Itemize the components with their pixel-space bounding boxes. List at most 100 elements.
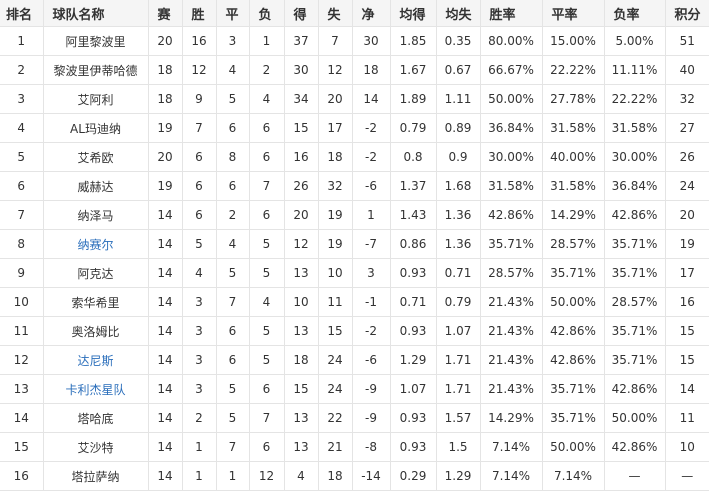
cell-goal-diff: -2	[351, 316, 391, 346]
cell-avg-for: 0.93	[389, 403, 437, 433]
cell-avg-for: 0.79	[389, 113, 437, 143]
header-win-rate: 胜率	[479, 0, 543, 27]
cell-drawn: 7	[215, 287, 250, 317]
cell-goals-against: 10	[317, 258, 353, 288]
table-row: 9 阿克达 14 4 5 5 13 10 3 0.93 0.71 28.57% 35.71% 35.71%…	[0, 258, 709, 288]
cell-team: 塔拉萨纳	[42, 461, 149, 491]
cell-goal-diff: -2	[351, 113, 391, 143]
cell-team: 奥洛姆比	[42, 316, 149, 346]
cell-points: 20	[664, 200, 709, 230]
cell-goals-against: 24	[317, 345, 353, 375]
cell-played: 14	[147, 229, 183, 259]
cell-lost: 6	[248, 142, 285, 172]
cell-goals-for: 20	[283, 200, 319, 230]
cell-drawn: 6	[215, 345, 250, 375]
cell-drawn: 6	[215, 113, 250, 143]
cell-avg-for: 0.29	[389, 461, 437, 491]
cell-win-rate: 66.67%	[479, 55, 543, 85]
cell-avg-against: 1.36	[435, 200, 481, 230]
cell-points: —	[664, 461, 709, 491]
cell-avg-for: 0.93	[389, 432, 437, 462]
cell-team: 阿克达	[42, 258, 149, 288]
cell-avg-for: 0.93	[389, 316, 437, 346]
cell-won: 12	[181, 55, 217, 85]
cell-avg-against: 1.57	[435, 403, 481, 433]
cell-team: AL玛迪纳	[42, 113, 149, 143]
cell-win-rate: 7.14%	[479, 461, 543, 491]
cell-win-rate: 14.29%	[479, 403, 543, 433]
cell-goals-for: 37	[283, 26, 319, 56]
cell-lost: 4	[248, 84, 285, 114]
cell-rank: 7	[0, 200, 44, 230]
cell-win-rate: 42.86%	[479, 200, 543, 230]
cell-goals-for: 12	[283, 229, 319, 259]
cell-team: 卡利杰星队	[42, 374, 149, 404]
cell-rank: 11	[0, 316, 44, 346]
cell-goal-diff: -6	[351, 171, 391, 201]
cell-win-rate: 31.58%	[479, 171, 543, 201]
cell-won: 6	[181, 171, 217, 201]
cell-drawn: 6	[215, 171, 250, 201]
cell-points: 32	[664, 84, 709, 114]
cell-won: 5	[181, 229, 217, 259]
cell-rank: 12	[0, 345, 44, 375]
cell-avg-for: 1.07	[389, 374, 437, 404]
cell-goal-diff: 14	[351, 84, 391, 114]
cell-played: 19	[147, 113, 183, 143]
header-avg-for: 均得	[389, 0, 437, 27]
cell-draw-rate: 35.71%	[541, 374, 605, 404]
cell-played: 14	[147, 258, 183, 288]
cell-lost: 1	[248, 26, 285, 56]
cell-drawn: 5	[215, 374, 250, 404]
cell-loss-rate: 42.86%	[603, 432, 666, 462]
cell-played: 20	[147, 26, 183, 56]
header-points: 积分	[664, 0, 709, 27]
cell-loss-rate: 35.71%	[603, 229, 666, 259]
cell-lost: 7	[248, 403, 285, 433]
cell-drawn: 8	[215, 142, 250, 172]
cell-team: 艾希欧	[42, 142, 149, 172]
cell-loss-rate: 11.11%	[603, 55, 666, 85]
cell-lost: 6	[248, 374, 285, 404]
team-link[interactable]: 达尼斯	[77, 353, 114, 368]
cell-win-rate: 21.43%	[479, 345, 543, 375]
table-row: 13 卡利杰星队 14 3 5 6 15 24 -9 1.07 1.71 21.43% 35.71% 42…	[0, 374, 709, 404]
cell-win-rate: 21.43%	[479, 316, 543, 346]
cell-won: 3	[181, 345, 217, 375]
cell-won: 3	[181, 287, 217, 317]
cell-played: 14	[147, 432, 183, 462]
cell-won: 9	[181, 84, 217, 114]
cell-draw-rate: 50.00%	[541, 287, 605, 317]
cell-lost: 2	[248, 55, 285, 85]
cell-points: 17	[664, 258, 709, 288]
team-link[interactable]: 卡利杰星队	[65, 382, 126, 397]
cell-avg-for: 0.8	[389, 142, 437, 172]
cell-won: 3	[181, 316, 217, 346]
cell-draw-rate: 15.00%	[541, 26, 605, 56]
cell-avg-against: 1.71	[435, 345, 481, 375]
cell-goals-against: 19	[317, 200, 353, 230]
cell-drawn: 2	[215, 200, 250, 230]
cell-won: 16	[181, 26, 217, 56]
cell-goals-for: 15	[283, 374, 319, 404]
table-row: 11 奥洛姆比 14 3 6 5 13 15 -2 0.93 1.07 21.43% 42.86% 35.…	[0, 316, 709, 346]
team-link[interactable]: 纳赛尔	[77, 237, 114, 252]
cell-goal-diff: -6	[351, 345, 391, 375]
cell-won: 1	[181, 461, 217, 491]
cell-points: 15	[664, 316, 709, 346]
cell-played: 14	[147, 200, 183, 230]
cell-draw-rate: 42.86%	[541, 345, 605, 375]
table-row: 10 索华希里 14 3 7 4 10 11 -1 0.71 0.79 21.43% 50.00% 28.…	[0, 287, 709, 317]
cell-draw-rate: 27.78%	[541, 84, 605, 114]
cell-rank: 14	[0, 403, 44, 433]
cell-loss-rate: 31.58%	[603, 113, 666, 143]
cell-draw-rate: 7.14%	[541, 461, 605, 491]
cell-goal-diff: -14	[351, 461, 391, 491]
cell-lost: 5	[248, 229, 285, 259]
cell-goal-diff: -8	[351, 432, 391, 462]
cell-draw-rate: 28.57%	[541, 229, 605, 259]
cell-played: 14	[147, 345, 183, 375]
header-goals-for: 得	[283, 0, 319, 27]
cell-goals-against: 22	[317, 403, 353, 433]
cell-goal-diff: 3	[351, 258, 391, 288]
